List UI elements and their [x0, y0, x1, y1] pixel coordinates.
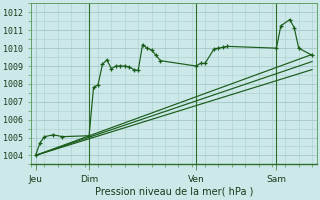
X-axis label: Pression niveau de la mer( hPa ): Pression niveau de la mer( hPa ) [95, 187, 253, 197]
